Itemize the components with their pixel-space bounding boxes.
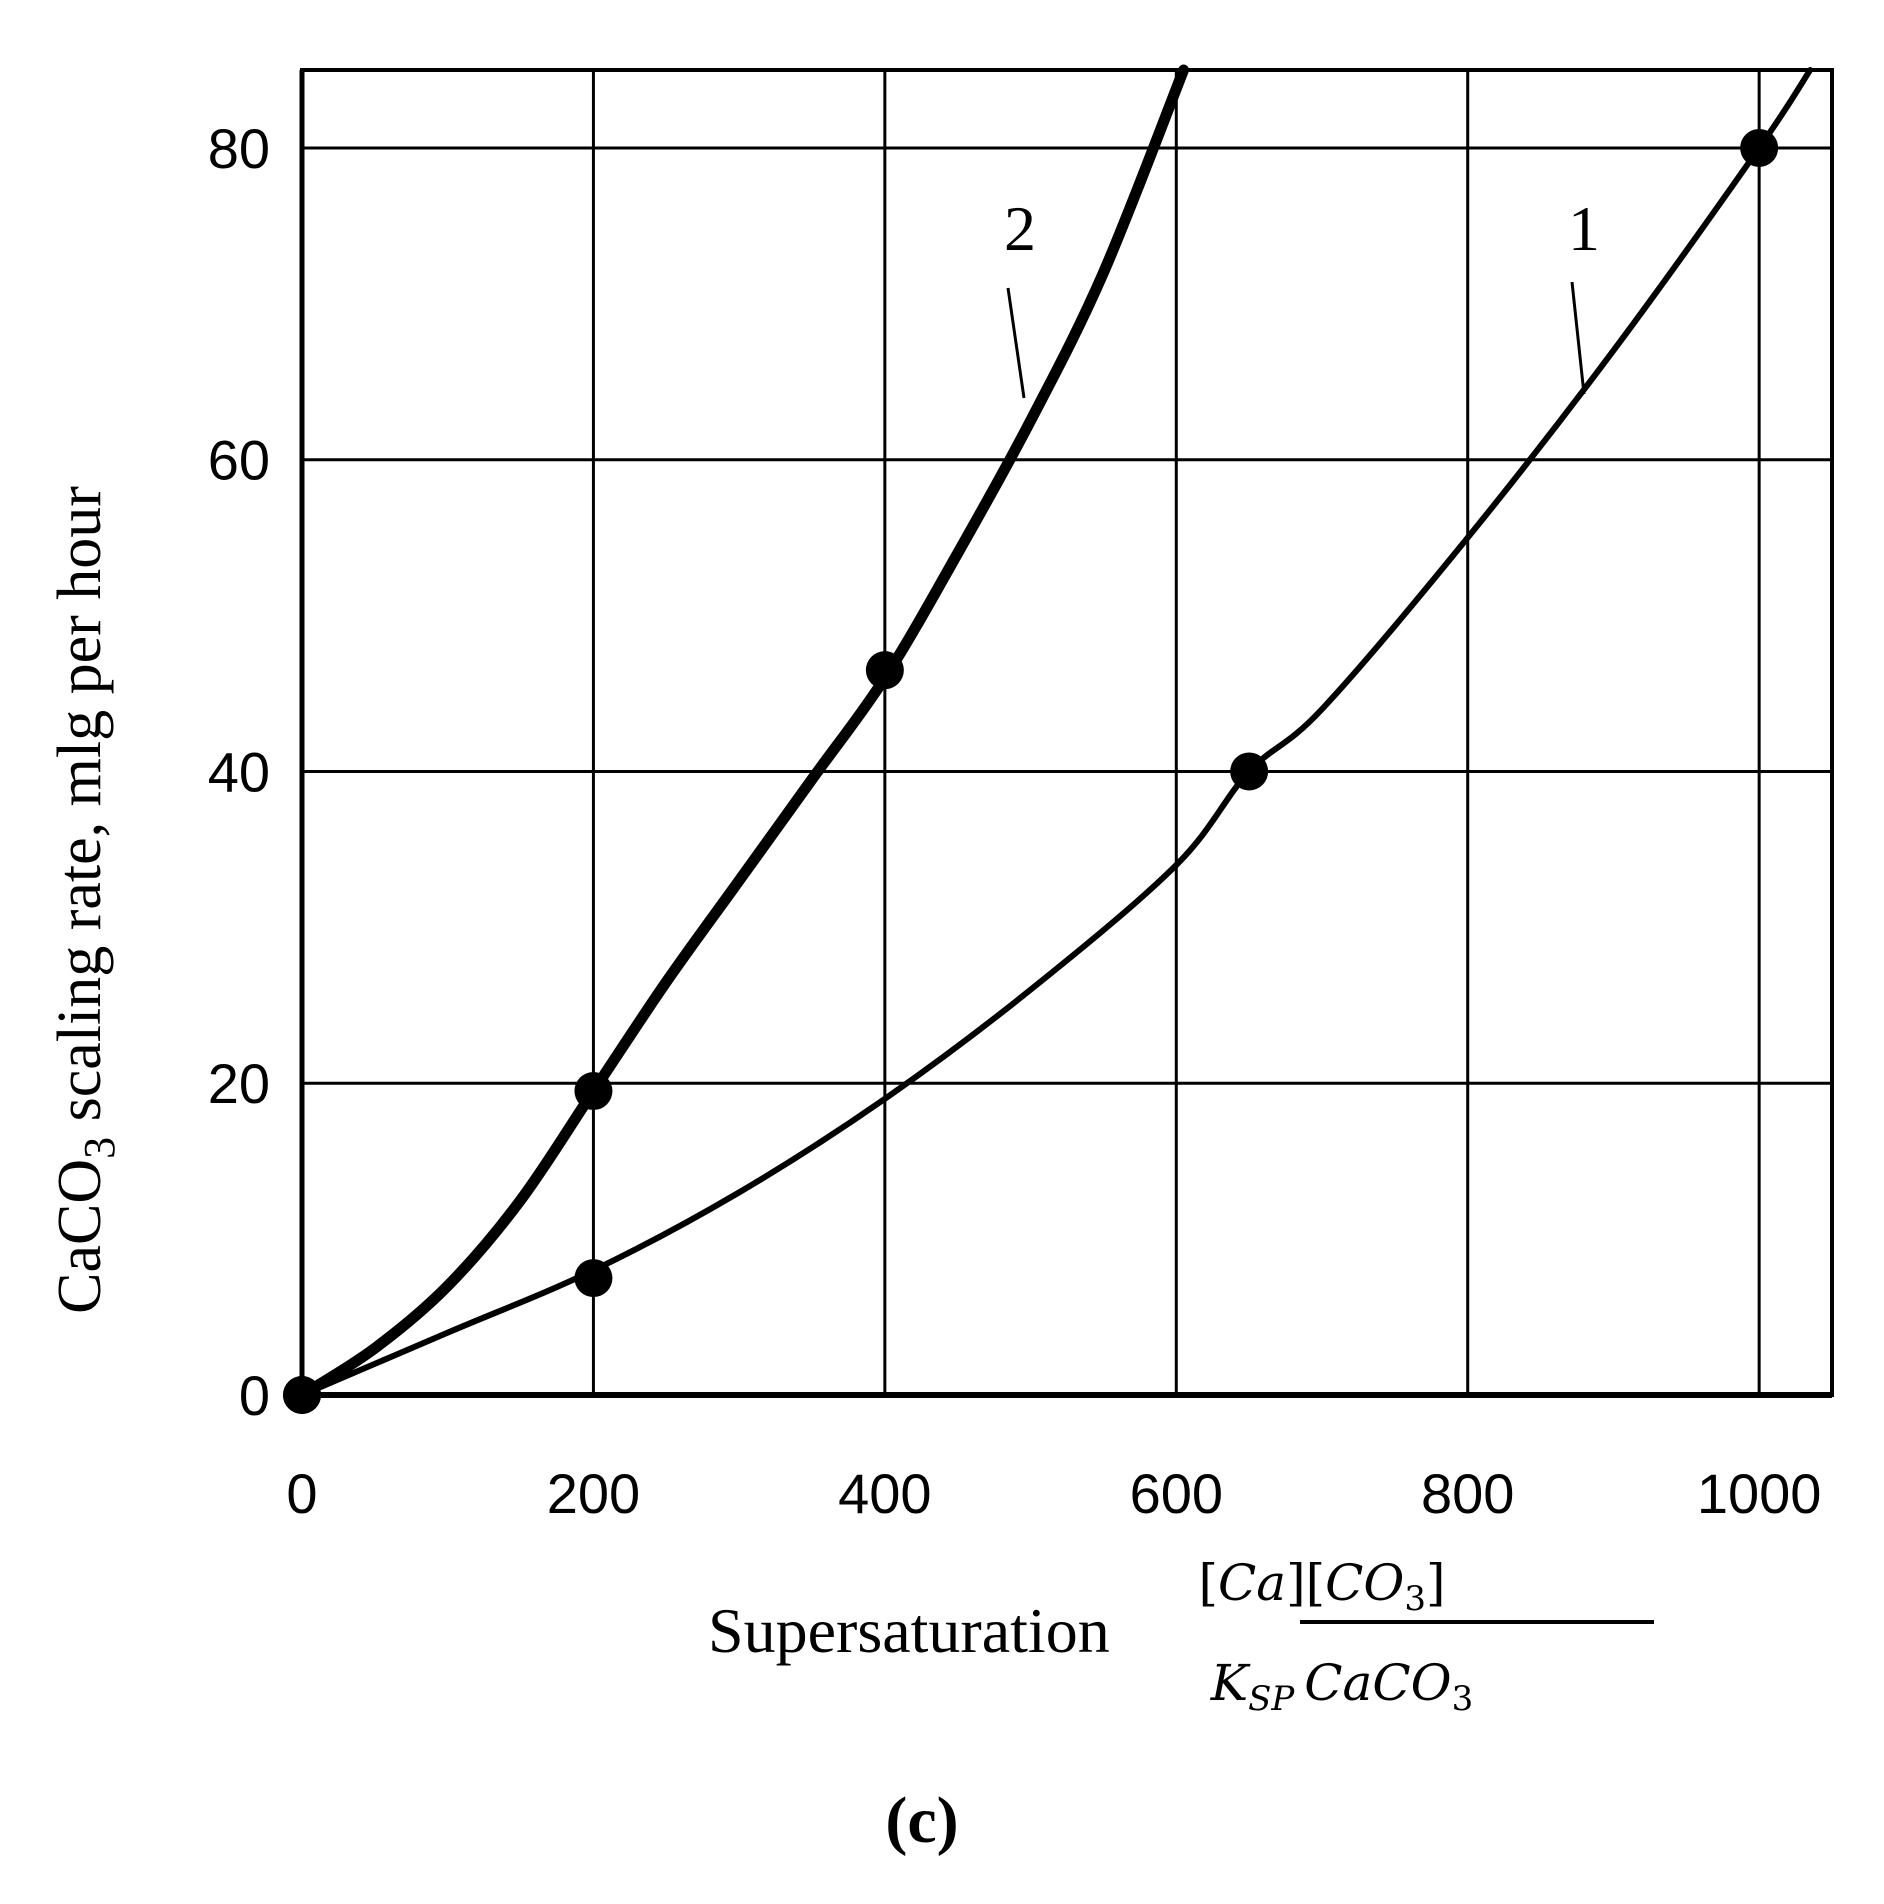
y-tick-label-80: 80 — [208, 117, 270, 180]
y-tick-label-0: 0 — [239, 1364, 270, 1427]
numerator-open-bracket: [ — [1198, 1554, 1218, 1612]
x-tick-label-600: 600 — [1130, 1462, 1223, 1525]
series-1-marker-1 — [574, 1259, 613, 1298]
y-tick-label-40: 40 — [208, 740, 270, 803]
series-1-leader-line — [1570, 281, 1586, 395]
series-2-marker-2 — [865, 651, 904, 690]
y-tick-label-60: 60 — [208, 429, 270, 492]
y-axis-label-prefix: CaCO — [46, 1159, 114, 1314]
series-1-marker-2 — [1230, 752, 1269, 791]
x-axis-label: Supersaturation — [708, 1595, 1110, 1666]
x-axis-fraction-numerator: [Ca][CO3] — [1198, 1554, 1445, 1619]
numerator-ca: Ca — [1218, 1554, 1286, 1612]
series-line-2 — [296, 64, 1190, 1401]
numerator-co: CO — [1325, 1554, 1404, 1612]
numerator-close-bracket: ] — [1426, 1554, 1446, 1612]
x-tick-label-200: 200 — [547, 1462, 640, 1525]
numerator-subscript: 3 — [1404, 1579, 1426, 1619]
series-2-marker-0 — [283, 1376, 321, 1414]
series-2-leader-line — [1006, 287, 1026, 399]
denominator-k: K — [1210, 1654, 1251, 1712]
x-tick-label-1000: 1000 — [1697, 1462, 1822, 1525]
series-2-marker-1 — [574, 1072, 613, 1111]
series-label-2: 2 — [1004, 193, 1036, 264]
denominator-subscript: 3 — [1452, 1679, 1474, 1719]
series-1-marker-3 — [1740, 128, 1779, 167]
y-tick-label-20: 20 — [208, 1052, 270, 1115]
y-axis-label-suffix: scaling rate, mlg per hour — [46, 486, 114, 1137]
y-axis-label-subscript: 3 — [75, 1137, 124, 1159]
plot-frame — [300, 68, 1834, 1397]
x-tick-label-400: 400 — [838, 1462, 931, 1525]
denominator-caco: CaCO — [1304, 1654, 1451, 1712]
x-tick-label-800: 800 — [1421, 1462, 1514, 1525]
tick-labels: 0 200 400 600 800 1000 0 20 40 60 80 — [208, 117, 1822, 1525]
grid — [299, 68, 1834, 1398]
panel-label: (c) — [885, 1784, 958, 1857]
denominator-k-subscript: SP — [1248, 1679, 1295, 1719]
x-tick-label-0: 0 — [286, 1462, 317, 1525]
numerator-mid-brackets: ][ — [1286, 1554, 1325, 1612]
series-label-1: 1 — [1568, 193, 1600, 264]
y-axis-label: CaCO3 scaling rate, mlg per hour — [46, 486, 124, 1314]
x-axis-fraction-denominator: KSP CaCO3 — [1210, 1654, 1474, 1719]
